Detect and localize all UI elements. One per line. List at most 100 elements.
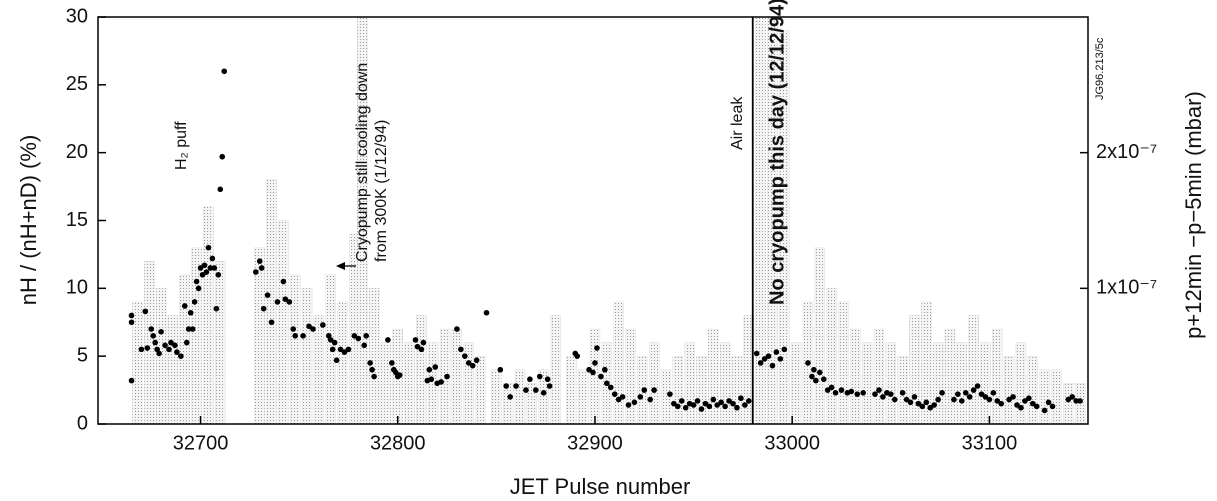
data-point [820,376,827,383]
pressure-bar [1027,356,1038,425]
data-point [939,389,945,396]
pressure-bar [684,342,695,425]
data-point [201,262,208,269]
data-point [540,389,547,396]
data-point [738,395,744,402]
data-point [765,353,772,359]
data-point [811,366,817,373]
x-axis-label: JET Pulse number [510,474,691,499]
data-point [631,399,638,406]
data-point [962,389,969,396]
data-point [590,369,596,376]
data-point [187,309,194,316]
data-point [351,333,358,339]
data-point [915,400,922,407]
y-tick-label: 5 [77,344,88,366]
pressure-bar [380,342,392,425]
data-point [333,357,340,364]
data-point [574,353,581,359]
data-point [385,337,391,343]
y-tick-label: 30 [66,5,88,27]
data-point [694,398,701,404]
data-point [710,396,717,403]
data-point [215,271,222,278]
annotation: Air leak [729,96,746,150]
pressure-bar [944,328,956,425]
pressure-bar [451,328,463,425]
pressure-bar [648,342,660,425]
data-point [209,255,216,262]
data-point [213,305,220,312]
data-point [142,308,149,315]
data-point [615,396,622,403]
data-point [162,342,168,349]
pressure-bar [861,342,873,425]
data-point [199,271,206,278]
pressure-bar [416,315,427,425]
data-point [805,360,811,366]
data-point [1049,403,1056,410]
data-point [907,399,914,406]
data-point [990,389,997,396]
data-point [345,346,352,353]
data-point [781,346,788,353]
data-point [367,360,373,366]
pressure-bar [179,274,190,425]
data-point [290,326,297,332]
pressure-bar [203,206,214,425]
pressure-bar [368,288,380,425]
data-point [734,404,740,411]
pressure-bar [980,342,991,425]
data-point [300,333,306,339]
data-point [513,383,519,389]
data-point [320,322,326,328]
data-point [809,373,815,380]
pressure-bar [1039,369,1050,425]
data-point [838,387,845,393]
pressure-bar [672,356,683,425]
pressure-bar [301,288,313,425]
y2-tick-label: 1x10⁻⁷ [1096,277,1157,299]
data-point [331,339,338,346]
y2-tick-label: 2x10⁻⁷ [1096,141,1157,163]
data-point [256,258,263,265]
data-point [454,326,460,332]
data-point [414,343,421,350]
data-point [189,326,196,332]
pressure-bar [790,342,802,425]
pressure-bar [1051,369,1062,425]
data-point [1006,396,1012,403]
pressure-bar [719,342,731,425]
data-point [891,396,898,403]
data-point [280,278,287,285]
data-point [935,396,941,403]
data-point [473,357,480,364]
pressure-bar [909,315,920,425]
data-point [848,388,855,395]
data-point [860,389,866,396]
data-point [911,394,918,400]
data-point [927,404,934,411]
data-point [156,350,162,357]
data-point [268,319,275,326]
data-point [966,394,973,400]
pressure-bar [132,301,143,425]
data-point [274,299,281,305]
data-point [128,377,135,384]
data-point [919,403,926,410]
x-tick-label: 33000 [764,432,820,454]
data-point [138,346,145,353]
data-point [523,387,529,393]
data-point [1077,398,1083,404]
annotation: No cryopump this day (12/12/94) [766,0,788,305]
data-point [757,360,764,366]
data-point [998,400,1005,407]
data-point [144,345,151,351]
data-point [702,400,709,407]
data-point [503,383,510,389]
data-point [880,394,886,400]
data-point [205,244,212,251]
data-point [469,362,476,369]
data-point [444,373,450,380]
